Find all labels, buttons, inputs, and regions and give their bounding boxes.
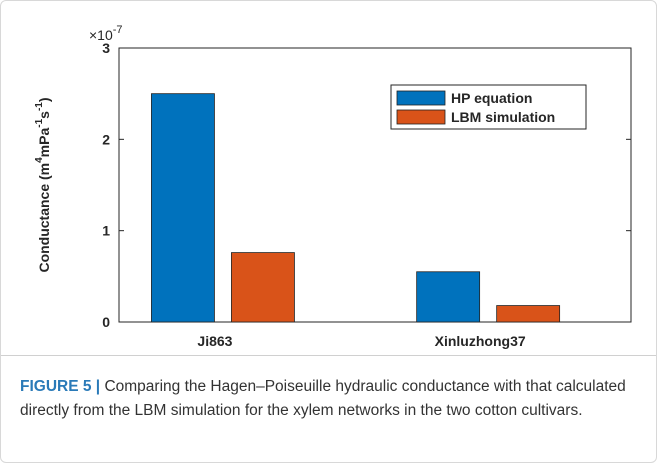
y-axis-label-part: Conductance (m (36, 163, 52, 273)
y-tick-label: 2 (102, 131, 110, 147)
legend-swatch (396, 90, 446, 106)
multiplier-exponent: -7 (113, 24, 123, 36)
x-tick-label: Xinluzhong37 (435, 333, 526, 349)
y-tick-label: 1 (102, 223, 110, 239)
separator (1, 355, 656, 356)
y-tick-label: 3 (102, 40, 110, 56)
y-axis-label-part: mPa (36, 128, 52, 158)
multiplier-base: ×10 (89, 27, 113, 43)
legend-label: HP equation (451, 90, 532, 106)
caption: FIGURE 5 | Comparing the Hagen–Poiseuill… (20, 375, 642, 422)
x-tick-label: Ji863 (197, 333, 232, 349)
y-tick-label: 0 (102, 314, 110, 330)
bar (231, 252, 295, 323)
bar (496, 305, 561, 323)
bar (416, 271, 481, 323)
axis-multiplier: ×10-7 (89, 24, 123, 43)
y-axis-label: Conductance (m4mPa-1s-1) (34, 97, 52, 272)
y-axis-label-part: 4 (34, 157, 45, 163)
legend-label: LBM simulation (451, 109, 555, 125)
legend-swatch (396, 109, 446, 125)
caption-text: Comparing the Hagen–Poiseuille hydraulic… (20, 378, 626, 419)
y-axis-label-part: ) (36, 97, 52, 102)
y-axis-label-part: s (36, 111, 52, 119)
y-axis-label-part: -1 (34, 118, 45, 127)
y-axis-label-part: -1 (34, 102, 45, 111)
bar (151, 93, 215, 323)
caption-label: FIGURE 5 | (20, 378, 101, 395)
